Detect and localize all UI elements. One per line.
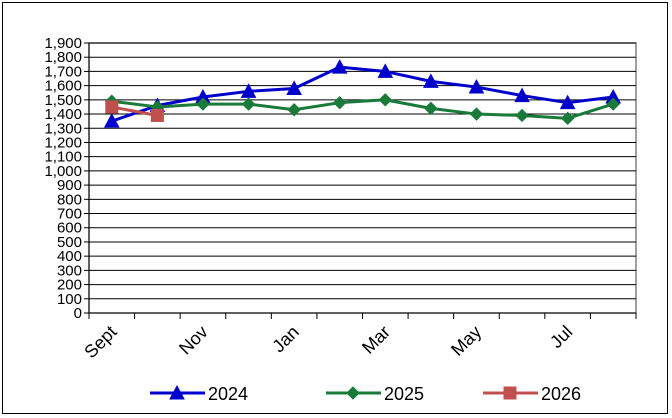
y-tick-label: 300: [57, 262, 82, 279]
y-tick-label: 100: [57, 291, 82, 308]
data-point-2024: [559, 94, 576, 110]
legend-marker: [346, 386, 360, 400]
legend-label: 2024: [208, 384, 248, 404]
data-point-2025: [378, 93, 392, 107]
y-tick-label: 1,100: [44, 149, 82, 166]
plot-area: [88, 42, 637, 314]
data-point-2024: [423, 73, 439, 88]
y-tick-label: 800: [57, 191, 82, 208]
gridlines: [89, 42, 636, 300]
y-tick-label: 1,700: [44, 63, 82, 80]
data-point-2026: [105, 100, 119, 114]
data-point-2025: [606, 97, 620, 111]
series-line-2026: [111, 105, 158, 117]
x-tick-label: Jul: [546, 322, 576, 352]
data-point-2025: [515, 108, 529, 123]
y-tick-label: 1,900: [44, 35, 82, 52]
legend-label: 2025: [384, 384, 424, 404]
legend-item-2026: 2026: [483, 384, 581, 404]
data-point-2024: [331, 59, 348, 74]
data-point-2026: [150, 108, 164, 122]
data-point-2024: [103, 113, 120, 128]
legend: 2024 2025 2026: [150, 384, 581, 404]
data-point-2025: [241, 97, 256, 111]
x-axis: Sept Nov Jan Mar May Jul: [80, 312, 637, 362]
data-point-2024: [377, 63, 394, 78]
legend-marker: [169, 384, 185, 400]
data-point-2024: [468, 78, 485, 94]
data-point-2025: [469, 107, 484, 121]
y-tick-label: 1,600: [44, 78, 82, 95]
y-tick-label: 1,000: [44, 163, 82, 180]
data-point-2025: [333, 95, 347, 110]
series-layer: [103, 59, 622, 128]
y-tick-label: 1,200: [44, 134, 82, 151]
y-tick-label: 700: [57, 206, 82, 223]
data-point-2025: [196, 97, 210, 111]
y-axis: 01002003004005006007008009001,0001,1001,…: [44, 35, 90, 322]
y-tick-label: 1,300: [44, 120, 82, 137]
data-point-2025: [424, 101, 438, 116]
series-2026: [105, 100, 164, 122]
x-tick-label: Sept: [80, 322, 120, 362]
data-point-2025: [560, 111, 575, 126]
y-tick-label: 1,500: [44, 92, 82, 109]
y-tick-label: 1,800: [44, 49, 82, 66]
x-tick-label: Mar: [358, 322, 394, 358]
data-point-2025: [287, 103, 301, 117]
y-tick-label: 500: [57, 234, 82, 251]
plot-border: [88, 42, 637, 314]
series-line-2025: [111, 98, 614, 120]
y-tick-label: 200: [57, 277, 82, 294]
y-tick-label: 600: [57, 220, 82, 237]
data-point-2024: [286, 80, 302, 95]
data-point-2024: [240, 83, 257, 98]
x-tick-label: Jan: [268, 322, 303, 357]
legend-item-2024: 2024: [150, 384, 248, 404]
data-point-2024: [514, 87, 530, 103]
legend-label: 2026: [541, 384, 581, 404]
y-tick-label: 1,400: [44, 106, 82, 123]
legend-marker: [503, 386, 517, 400]
y-tick-label: 900: [57, 177, 82, 194]
x-tick-label: May: [447, 322, 485, 360]
legend-item-2025: 2025: [326, 384, 424, 404]
x-tick-label: Nov: [175, 322, 212, 359]
series-line-2024: [111, 65, 614, 123]
y-tick-label: 400: [57, 248, 82, 265]
y-tick-label: 0: [74, 305, 82, 322]
